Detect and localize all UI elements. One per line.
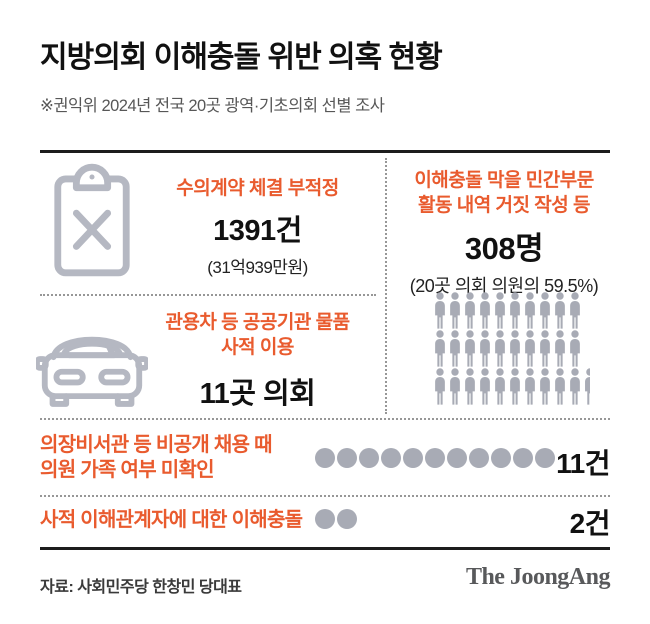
section-private-sector: 이해충돌 막을 민간부문 활동 내역 거짓 작성 등 308명 (20곳 의회 …: [398, 168, 610, 298]
joongang-logo: The JoongAng: [465, 564, 611, 590]
source-credit: 자료: 사회민주당 한창민 당대표: [40, 579, 242, 596]
person-icon: [435, 330, 445, 367]
interest-value: 2건: [569, 508, 611, 539]
person-icon: [435, 368, 445, 405]
divider-top: [40, 150, 610, 153]
count-dot: [403, 448, 423, 468]
person-icon: [540, 368, 550, 405]
vehicle-label-line2: 사적 이용: [221, 337, 294, 359]
hiring-value: 11건: [556, 448, 610, 479]
person-icon: [495, 330, 505, 367]
person-icon: [540, 292, 550, 329]
person-icon: [525, 330, 535, 367]
count-dot: [315, 509, 335, 529]
count-dot: [337, 509, 357, 529]
person-icon: [525, 368, 535, 405]
private-label-line1: 이해충돌 막을 민간부문: [414, 170, 594, 191]
vehicle-value: 11곳 의회: [199, 378, 316, 411]
divider-bottom: [40, 547, 610, 550]
person-icon: [555, 368, 565, 405]
person-icon: [450, 330, 460, 367]
interest-label: 사적 이해관계자에 대한 이해충돌: [40, 509, 303, 531]
count-dot: [381, 448, 401, 468]
divider-vertical: [385, 158, 387, 414]
section-vehicle: 관용차 등 공공기관 물품 사적 이용 11곳 의회: [150, 310, 365, 412]
contract-label: 수의계약 체결 부적정: [176, 178, 339, 199]
count-dot: [425, 448, 445, 468]
person-icon: [525, 292, 535, 329]
person-icon: [465, 330, 475, 367]
hiring-label: 의장비서관 등 비공개 채용 때 의원 가족 여부 미확인: [40, 433, 325, 483]
person-icon: [495, 292, 505, 329]
subtitle: ※권익위 2024년 전국 20곳 광역·기초의회 선별 조사: [40, 97, 385, 115]
section-contract: 수의계약 체결 부적정 1391건 (31억939만원): [150, 176, 365, 278]
person-icon: [450, 292, 460, 329]
clipboard-x-icon: [48, 162, 136, 285]
person-icon: [495, 368, 505, 405]
count-dot: [359, 448, 379, 468]
person-icon: [465, 368, 475, 405]
person-icon: [435, 292, 445, 329]
hiring-label-line1: 의장비서관 등 비공개 채용 때: [40, 434, 273, 456]
person-icon: [465, 292, 475, 329]
count-dot: [337, 448, 357, 468]
count-dot: [315, 448, 335, 468]
car-icon: [34, 316, 150, 415]
contract-note: (31억939만원): [207, 258, 308, 278]
count-dot: [513, 448, 533, 468]
person-icon: [450, 368, 460, 405]
count-dot: [469, 448, 489, 468]
person-pictogram: [433, 292, 590, 406]
person-row: [433, 292, 590, 329]
count-dot: [447, 448, 467, 468]
divider-row1: [40, 418, 610, 420]
person-icon: [510, 330, 520, 367]
hiring-label-line2: 의원 가족 여부 미확인: [40, 459, 215, 482]
person-icon: [510, 368, 520, 405]
person-row: [433, 368, 590, 405]
private-value: 308명: [464, 231, 544, 267]
person-icon: [480, 330, 490, 367]
interest-dot-row: [315, 509, 357, 529]
person-icon: [570, 292, 580, 329]
private-label-line2: 활동 내역 거짓 작성 등: [418, 195, 590, 217]
count-dot: [535, 448, 555, 468]
person-icon: [555, 292, 565, 329]
person-icon: [570, 330, 580, 367]
person-icon: [570, 368, 580, 405]
divider-row2: [40, 495, 610, 497]
divider-left-middle: [40, 294, 376, 296]
count-dot: [491, 448, 511, 468]
person-icon: [480, 292, 490, 329]
person-row: [433, 330, 590, 367]
person-icon: [540, 330, 550, 367]
person-icon: [585, 368, 590, 405]
page-title: 지방의회 이해충돌 위반 의혹 현황: [40, 41, 443, 74]
person-icon: [510, 292, 520, 329]
contract-value: 1391건: [213, 215, 302, 248]
person-icon: [480, 368, 490, 405]
person-icon: [555, 330, 565, 367]
vehicle-label-line1: 관용차 등 공공기관 물품: [165, 312, 350, 333]
hiring-dot-row: [315, 448, 555, 468]
private-note: (20곳 의회 의원의 59.5%): [409, 276, 599, 297]
